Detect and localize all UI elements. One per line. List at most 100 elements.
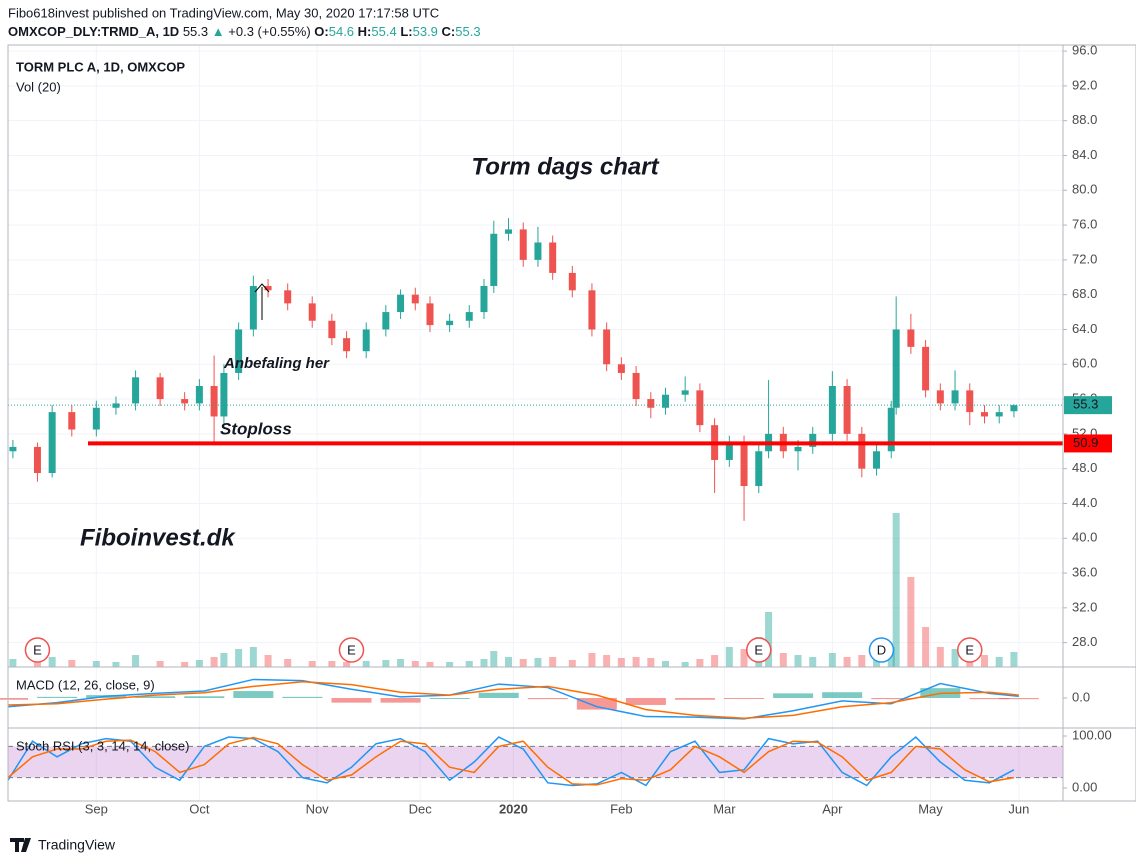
event-marker bbox=[957, 637, 983, 663]
symbol: OMXCOP_DLY:TRMD_A, 1D bbox=[8, 24, 179, 39]
stoploss-label: 50.9 bbox=[1073, 435, 1098, 450]
candle-body bbox=[696, 390, 704, 426]
volume-bar bbox=[446, 662, 454, 667]
volume-bar bbox=[156, 661, 164, 667]
candle-body bbox=[112, 403, 120, 408]
volume-bar bbox=[843, 657, 851, 667]
macd-histogram bbox=[822, 692, 863, 698]
candle-body bbox=[264, 285, 272, 291]
y-tick-label: 44.0 bbox=[1072, 495, 1097, 510]
volume-bar bbox=[632, 657, 640, 667]
candle-body bbox=[328, 320, 336, 339]
volume-bar bbox=[828, 653, 836, 667]
candle-body bbox=[725, 442, 733, 460]
event-label: E bbox=[754, 642, 763, 657]
y-tick-label: 36.0 bbox=[1072, 564, 1097, 579]
y-tick-label: 76.0 bbox=[1072, 217, 1097, 232]
volume-bar bbox=[711, 655, 719, 667]
y-tick-label: 80.0 bbox=[1072, 182, 1097, 197]
volume-bar bbox=[505, 657, 513, 667]
x-tick-label: Oct bbox=[189, 801, 210, 816]
close: 55.3 bbox=[455, 24, 480, 39]
candle-body bbox=[588, 290, 596, 330]
candle-body bbox=[249, 285, 257, 330]
candle-body bbox=[426, 303, 434, 326]
annotation-brand: Fiboinvest.dk bbox=[80, 524, 236, 551]
volume-bar bbox=[765, 612, 773, 667]
y-tick-label: 0.0 bbox=[1072, 689, 1090, 704]
volume-bar bbox=[68, 660, 76, 667]
volume-bar bbox=[696, 659, 704, 667]
candle-body bbox=[980, 412, 988, 417]
candle-body bbox=[843, 386, 851, 434]
macd-histogram bbox=[184, 696, 225, 698]
last: 55.3 bbox=[183, 24, 208, 39]
candle-body bbox=[181, 399, 189, 404]
candle-body bbox=[284, 290, 292, 304]
event-marker bbox=[24, 637, 51, 663]
y-tick-label: 100.00 bbox=[1072, 727, 1112, 742]
candle-body bbox=[505, 229, 513, 234]
candle-body bbox=[617, 364, 625, 373]
event-label: D bbox=[877, 642, 886, 657]
arrow: ▲ bbox=[212, 24, 225, 39]
volume-bar bbox=[9, 659, 17, 667]
candle-body bbox=[951, 390, 959, 404]
volume-bar bbox=[426, 662, 434, 667]
last-price-tag bbox=[1064, 396, 1112, 415]
volume-bar bbox=[465, 661, 473, 667]
logo bbox=[10, 838, 31, 852]
high: 55.4 bbox=[371, 24, 396, 39]
y-tick-label: 40.0 bbox=[1072, 530, 1097, 545]
y-tick-label: 32.0 bbox=[1072, 599, 1097, 614]
x-tick-label: May bbox=[918, 801, 943, 816]
candle-body bbox=[343, 338, 351, 352]
macd-histogram bbox=[282, 696, 323, 698]
volume-bar bbox=[132, 655, 140, 667]
candle-body bbox=[809, 433, 817, 447]
x-tick-label: Apr bbox=[822, 801, 843, 816]
candle-body bbox=[549, 242, 557, 273]
volume-bar bbox=[951, 649, 959, 667]
macd-histogram bbox=[380, 698, 421, 703]
candle-body bbox=[308, 303, 316, 321]
annotation-entry: Anbefaling her bbox=[223, 355, 330, 372]
candle-body bbox=[887, 407, 895, 452]
event-label: E bbox=[347, 642, 356, 657]
candle-body bbox=[519, 229, 527, 260]
last-price-label: 55.3 bbox=[1073, 397, 1098, 412]
volume-bar bbox=[603, 655, 611, 667]
macd-histogram bbox=[724, 698, 765, 699]
y-tick-label: 68.0 bbox=[1072, 286, 1097, 301]
volume-bar bbox=[907, 577, 915, 667]
candle-body bbox=[603, 329, 611, 365]
volume-bar bbox=[725, 647, 733, 667]
volume-bar bbox=[549, 657, 557, 667]
x-tick-label: Mar bbox=[713, 801, 736, 816]
event-marker bbox=[746, 637, 772, 663]
plot: Sep Oct Nov Dec 2020 Feb Mar Apr May Jun 28.0 32.0 3… bbox=[0, 43, 1112, 816]
macd-histogram bbox=[233, 691, 274, 698]
x-tick-label: Jun bbox=[1008, 801, 1029, 816]
volume-bar bbox=[809, 657, 817, 667]
y-tick-label: 28.0 bbox=[1072, 634, 1097, 649]
publisher: Fibo618invest published on TradingView.c… bbox=[8, 5, 439, 20]
y-tick-label: 0.00 bbox=[1072, 779, 1097, 794]
change: +0.3 (+0.55%) bbox=[228, 24, 310, 39]
candle-body bbox=[68, 412, 76, 430]
macd-histogram bbox=[998, 698, 1039, 700]
candle-body bbox=[362, 329, 370, 352]
volume-bar bbox=[181, 662, 189, 667]
macd-histogram bbox=[969, 698, 1010, 700]
candle-body bbox=[220, 372, 228, 417]
candle-body bbox=[936, 390, 944, 404]
volume-bar bbox=[892, 513, 900, 667]
candle-body bbox=[794, 446, 802, 452]
indicator-line bbox=[7, 681, 1019, 720]
y-tick-label: 72.0 bbox=[1072, 251, 1097, 266]
footer-brand: TradingView bbox=[38, 837, 116, 853]
y-tick-label: 48.0 bbox=[1072, 460, 1097, 475]
y-tick-label: 96.0 bbox=[1072, 43, 1097, 58]
volume-bar bbox=[534, 658, 542, 667]
candle-body bbox=[465, 312, 473, 321]
